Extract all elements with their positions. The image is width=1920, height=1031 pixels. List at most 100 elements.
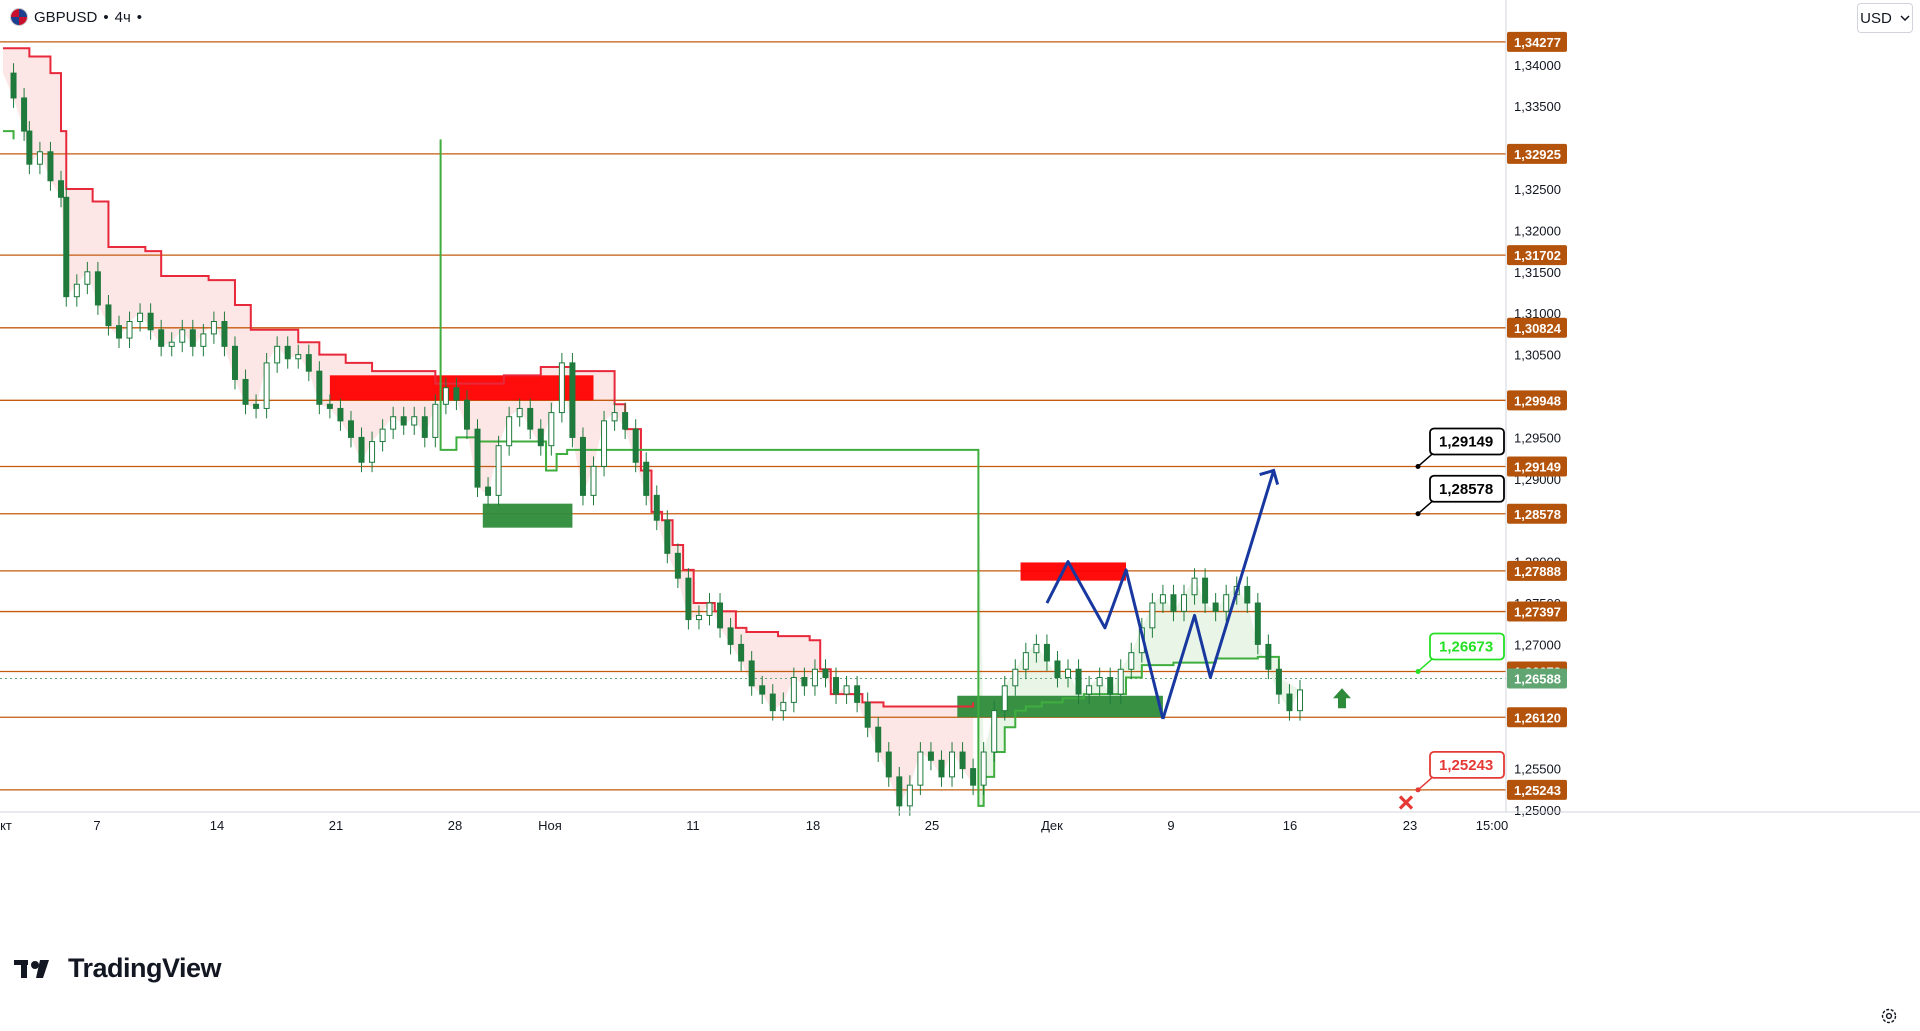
candle-body (811, 668, 818, 687)
support-line-1 (3, 130, 15, 140)
level-label: 1,31702 (1514, 248, 1561, 263)
candle-body (991, 710, 998, 753)
level-label: 1,27397 (1514, 605, 1561, 620)
buy-arrow-icon (1333, 688, 1351, 709)
candle-body (854, 685, 861, 703)
header-separator: • (103, 8, 109, 26)
candle-body (717, 602, 724, 629)
candle-body (769, 693, 776, 712)
candle-body (242, 378, 249, 405)
candle-body (432, 403, 439, 438)
level-label: 1,29948 (1514, 393, 1561, 408)
candle-body (622, 412, 629, 430)
forecast-path-1 (1045, 560, 1165, 720)
uk-us-flag-icon (10, 8, 28, 26)
candle-body (1075, 668, 1082, 695)
currency-button[interactable]: USD (1857, 3, 1913, 33)
candle-body (316, 370, 323, 405)
target-label: 1,29149 (1439, 433, 1493, 450)
candle-body (263, 362, 270, 409)
candle-body (938, 759, 945, 778)
candle-body (295, 354, 302, 360)
symbol-header[interactable]: GBPUSD • 4ч • (10, 8, 142, 26)
candle-body (1096, 677, 1103, 687)
level-label: 1,30824 (1514, 321, 1562, 336)
candle-body (664, 519, 671, 554)
candle-body (210, 321, 217, 335)
support-fill (978, 449, 1300, 806)
candle-body (632, 428, 639, 463)
price-tick-label: 1,31500 (1514, 265, 1561, 280)
candle-body (1191, 577, 1198, 596)
candle-body (833, 677, 840, 695)
price-tick-label: 1,33500 (1514, 99, 1561, 114)
candle-body (927, 751, 934, 761)
level-label-bg (1507, 143, 1567, 164)
candle-body (1202, 577, 1209, 604)
symbol-name: GBPUSD (34, 8, 98, 26)
candle-body (885, 751, 892, 778)
candle-body (200, 333, 207, 347)
time-tick-label: 15:00 (1476, 818, 1509, 833)
price-axis: 1,34000 1,33500 1,32500 1,32000 1,31500 1,310… (1505, 0, 1920, 1031)
candle-body (1254, 602, 1261, 645)
level-label-bg (1507, 245, 1567, 266)
time-tick-label: 28 (448, 818, 462, 833)
candle-body (421, 416, 428, 438)
candle-body (189, 329, 196, 347)
candle-body (94, 271, 101, 306)
demand-zone (957, 695, 1163, 718)
candle-body (474, 428, 481, 488)
candle-body (759, 685, 766, 695)
candle-body (1043, 643, 1050, 662)
candle-body (1181, 594, 1188, 612)
supply-zone (329, 375, 594, 401)
level-label-bg (1507, 560, 1567, 581)
candle-body (695, 614, 702, 621)
level-label: 1,32925 (1514, 147, 1561, 162)
candle-body (1022, 652, 1029, 670)
time-tick-label: 16 (1283, 818, 1297, 833)
candle-body (147, 312, 154, 331)
candle-body (674, 552, 681, 579)
candle-body (274, 345, 281, 364)
price-tick-label: 1,29500 (1514, 430, 1561, 445)
level-label-bg (1507, 601, 1567, 622)
candle-body (284, 345, 291, 360)
candle-body (980, 751, 987, 786)
time-tick-label: 14 (210, 818, 224, 833)
settings-button[interactable] (1878, 1005, 1900, 1027)
demand-zone (482, 503, 573, 528)
candle-body (790, 677, 797, 703)
candle-body (706, 602, 713, 616)
timeframe-label: 4ч (114, 8, 131, 26)
current-price-bg (1507, 668, 1567, 689)
candle-body (843, 685, 850, 695)
candle-body (875, 726, 882, 753)
candle-body (685, 577, 692, 621)
candle-body (1159, 594, 1166, 604)
candle-body (558, 362, 565, 414)
candle-body (601, 420, 608, 467)
forecast-paths (1045, 468, 1280, 720)
candle-body (115, 325, 122, 339)
level-label: 1,27888 (1514, 564, 1561, 579)
level-label: 1,29149 (1514, 459, 1561, 474)
candle-body (36, 151, 43, 165)
currency-label: USD (1860, 9, 1892, 27)
candle-body (864, 701, 871, 728)
tradingview-watermark[interactable]: TradingView (14, 953, 222, 984)
candle-body (442, 387, 449, 405)
candle-body (527, 407, 534, 430)
candle-body (611, 412, 618, 422)
price-tick-label: 1,25500 (1514, 762, 1561, 777)
target-anchor (1415, 463, 1421, 469)
target-pointer (1417, 451, 1435, 468)
candle-body (801, 677, 808, 687)
support-line-2 (439, 139, 1280, 807)
candle-body (369, 441, 376, 463)
candle-body (1212, 602, 1219, 612)
level-label: 1,34277 (1514, 35, 1561, 50)
candle-body (221, 321, 228, 347)
